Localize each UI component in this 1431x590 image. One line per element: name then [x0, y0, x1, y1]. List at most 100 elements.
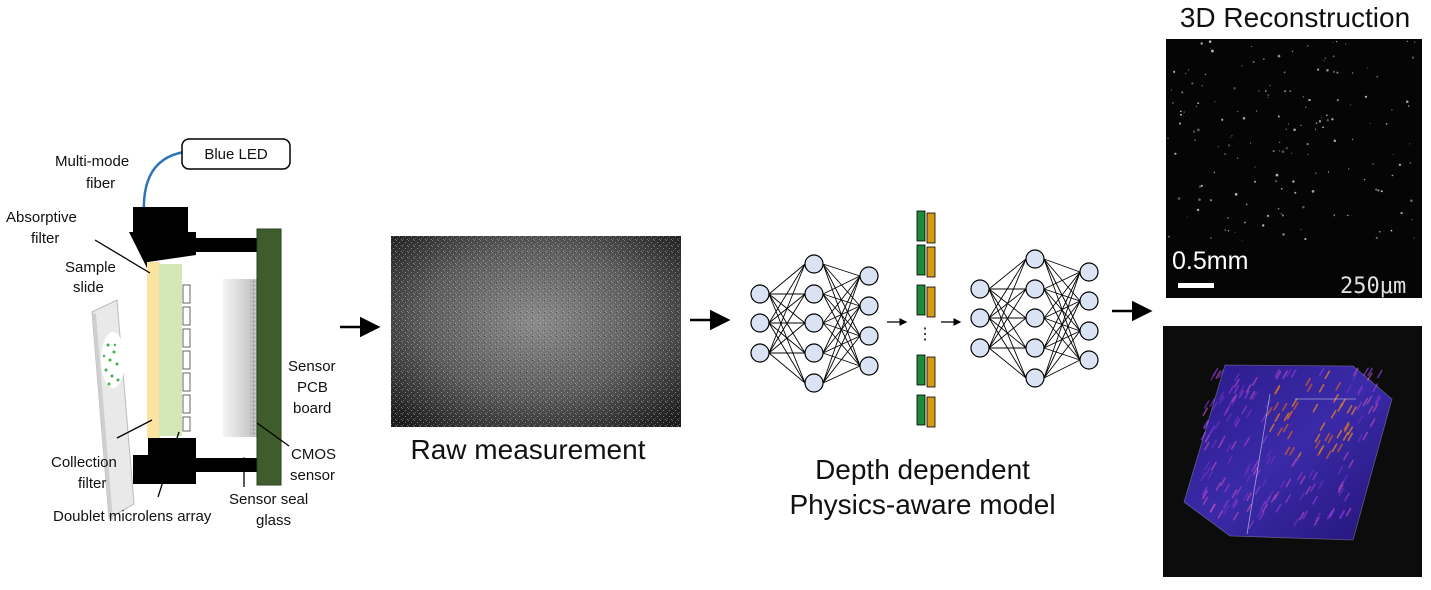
volume-streak: [1327, 434, 1334, 444]
bottom-arm: [185, 458, 260, 472]
volume-streak: [1318, 367, 1325, 377]
bead-point: [1243, 221, 1247, 224]
bead-point: [1180, 110, 1182, 113]
network-edge: [988, 317, 1027, 349]
bead-point: [1269, 84, 1271, 87]
volume-streak: [1231, 489, 1238, 498]
volume-streak: [1366, 372, 1373, 382]
network-node: [804, 373, 824, 393]
volume-streak: [1337, 484, 1344, 493]
bead-point: [1170, 89, 1172, 91]
volume-streak: [1251, 391, 1258, 400]
bead-point: [1211, 49, 1214, 53]
volume-streak: [1293, 401, 1299, 411]
network-edge: [822, 275, 861, 295]
volume-streak: [1347, 426, 1354, 436]
volume-streak: [1285, 478, 1292, 488]
network-node: [804, 254, 824, 274]
volume-streak: [1238, 385, 1245, 395]
bead-point: [1377, 189, 1380, 192]
network-edge: [768, 293, 806, 354]
volume-streak: [1273, 491, 1280, 501]
bead-point: [1378, 230, 1381, 233]
volume-streak: [1306, 383, 1313, 393]
volume-streak: [1248, 520, 1255, 530]
bead-point: [1254, 180, 1257, 183]
raw-measurement-caption: Raw measurement: [410, 434, 646, 465]
bead-point: [1198, 185, 1202, 188]
network-edge: [1043, 258, 1081, 302]
seal-label-line2: glass: [256, 512, 292, 529]
network-edge: [1043, 271, 1081, 319]
bead-point: [1411, 218, 1413, 221]
network-node: [1079, 291, 1099, 311]
bead-point: [1192, 130, 1196, 133]
feature-maps: [916, 210, 936, 428]
network-edge: [1043, 271, 1081, 379]
bead-point: [1250, 142, 1252, 144]
volume-streak: [1357, 414, 1364, 424]
volume-streak: [1262, 503, 1268, 513]
volume-streak: [1345, 507, 1352, 517]
volume-streak: [1299, 475, 1306, 485]
volume-streak: [1310, 483, 1316, 492]
volume-streak: [1314, 440, 1321, 449]
bead-point: [1344, 43, 1347, 45]
volume-streak: [1326, 450, 1332, 459]
volume-streak: [1318, 445, 1325, 454]
volume-streak: [1223, 505, 1229, 515]
bead-point: [1289, 90, 1292, 92]
volume-streak: [1202, 407, 1209, 416]
volume-streak: [1291, 398, 1298, 407]
volume-streak: [1202, 419, 1209, 429]
bead-point: [1283, 90, 1287, 93]
bead-point: [1277, 54, 1281, 58]
bead-point: [1406, 40, 1409, 43]
bead-point: [1323, 60, 1325, 62]
bead-point: [1316, 68, 1320, 71]
feature-map-green: [916, 244, 926, 276]
volume-streak: [1362, 397, 1369, 407]
bead-point: [1287, 123, 1289, 125]
volume-streak: [1228, 385, 1235, 394]
bead-point: [1281, 214, 1285, 217]
network-node: [970, 308, 990, 328]
network-edge: [1043, 271, 1081, 349]
bead-point: [1282, 233, 1285, 236]
network-edge: [1043, 258, 1081, 273]
reconstruction-volume-image: [1163, 326, 1422, 577]
volume-streak: [1285, 368, 1292, 378]
bead-point: [1266, 214, 1270, 218]
volume-streak: [1308, 469, 1314, 479]
volume-streak: [1319, 422, 1326, 431]
pcb-label-line2: PCB: [297, 379, 328, 396]
volume-streak: [1305, 377, 1311, 387]
bead-point: [1254, 166, 1256, 168]
bead-point: [1318, 120, 1322, 123]
absorptive-label-line1: Absorptive: [6, 209, 77, 226]
volume-streak: [1252, 466, 1259, 476]
bead-point: [1294, 191, 1297, 194]
bead-point: [1306, 45, 1309, 47]
bead-point: [1332, 70, 1336, 73]
volume-streak: [1218, 395, 1225, 405]
bead-point: [1250, 45, 1252, 48]
volume-streak: [1343, 451, 1349, 461]
bead-point: [1385, 122, 1388, 125]
bead-point: [1302, 95, 1305, 98]
volume-streak: [1305, 485, 1311, 495]
volume-streak: [1377, 369, 1383, 379]
volume-streak: [1347, 432, 1354, 442]
volume-streak: [1274, 413, 1281, 422]
volume-streak: [1362, 431, 1369, 441]
volume-streak: [1270, 494, 1277, 503]
bead-point: [1333, 139, 1337, 143]
bead-point: [1233, 87, 1236, 90]
volume-streak: [1338, 509, 1345, 519]
network-edge: [768, 263, 806, 324]
bead-point: [1290, 152, 1293, 154]
bead-point: [1213, 171, 1216, 174]
network-node: [750, 313, 770, 333]
volume-streak: [1226, 413, 1232, 422]
volume-streak: [1231, 498, 1238, 507]
